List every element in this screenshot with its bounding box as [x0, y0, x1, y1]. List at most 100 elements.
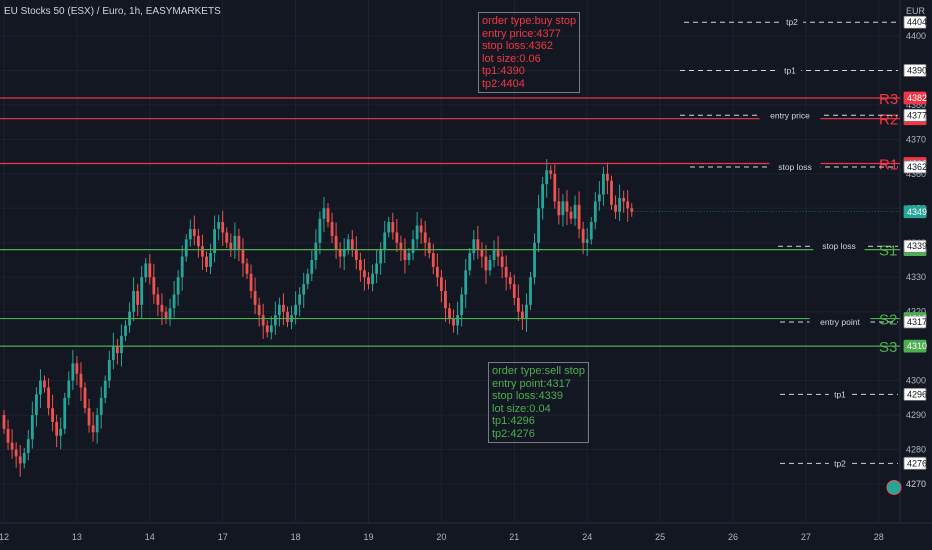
candle-body: [500, 256, 504, 267]
target-price-tag-bg: [903, 239, 927, 253]
buy-line: order type:buy stop: [482, 15, 577, 27]
sell-line: order type:sell stop: [492, 365, 585, 377]
candle-body: [217, 222, 221, 229]
y-tick-label: 4320: [906, 307, 926, 317]
target-label: entry point: [820, 317, 860, 327]
candle-body: [172, 294, 176, 309]
candle-body: [168, 308, 172, 319]
target-price-tag: 4377: [903, 108, 927, 122]
y-tick-label: 4270: [906, 479, 926, 489]
candle-body: [229, 242, 233, 250]
candle-body: [107, 359, 111, 381]
target-price-tag-bg: [903, 15, 927, 29]
candle-body: [59, 428, 63, 436]
candle-body: [237, 235, 241, 250]
candle-body: [221, 222, 225, 233]
buy-line: entry price:4377: [482, 27, 561, 40]
target-price-tag-text: 4276: [907, 458, 927, 468]
resistance-price-tag: 4382: [903, 91, 927, 105]
x-tick-label: 12: [0, 532, 9, 542]
candle-body: [294, 304, 297, 316]
candle-body: [391, 222, 395, 233]
candle-body: [593, 201, 597, 223]
current-price-tag: 4349: [903, 205, 927, 219]
candle-body: [261, 315, 265, 326]
candle-body: [2, 415, 6, 429]
symbol-title: EU Stocks 50 (ESX) / Euro, 1h, EASYMARKE…: [4, 6, 221, 17]
candle-body: [225, 232, 229, 243]
candle-body: [512, 284, 516, 298]
y-tick-label: 4400: [906, 31, 926, 41]
candle-body: [152, 277, 156, 295]
candle-body: [99, 397, 103, 416]
y-tick-label: 4290: [906, 410, 926, 420]
candle-body: [314, 242, 318, 260]
candle-body: [444, 291, 447, 309]
candle-body: [464, 270, 468, 295]
sell-line: stop loss:4339: [492, 390, 563, 402]
candle-body: [205, 256, 208, 267]
candle-body: [492, 249, 496, 260]
candle-body: [26, 439, 30, 453]
target-price-tag-bg: [903, 64, 927, 77]
candle-body: [460, 294, 464, 316]
candle-body: [371, 273, 374, 285]
candle-body: [597, 194, 601, 202]
target-price-tag-text: 4296: [907, 389, 927, 399]
candle-body: [407, 253, 411, 260]
candle-body: [448, 308, 451, 319]
candle-body: [488, 260, 492, 271]
candle-body: [529, 277, 532, 305]
candle-body: [585, 239, 589, 243]
candle-body: [318, 218, 322, 243]
candle-body: [144, 263, 148, 278]
target-price-tag-bg: [903, 160, 927, 174]
candle-body: [136, 291, 140, 305]
target-price-tag-text: 4317: [907, 317, 927, 327]
candle-body: [622, 197, 626, 202]
x-tick-label: 19: [363, 532, 373, 542]
candle-body: [164, 311, 168, 319]
candle-body: [346, 239, 350, 250]
candle-body: [116, 346, 119, 354]
candle-body: [395, 232, 399, 243]
target-price-tag-text: 4377: [907, 110, 927, 120]
candle-body: [379, 249, 383, 264]
candle-body: [35, 394, 38, 416]
candle-body: [176, 277, 180, 295]
resistance-label: R2: [879, 112, 898, 129]
candle-body: [265, 325, 269, 333]
x-tick-label: 20: [436, 532, 446, 542]
candle-body: [249, 273, 253, 292]
sell-line: lot size:0.04: [492, 402, 551, 415]
candle-body: [468, 253, 472, 271]
target-label-bg: [769, 161, 821, 172]
candle-body: [411, 239, 415, 254]
candle-body: [75, 363, 79, 374]
candle-body: [618, 197, 621, 212]
candle-body: [188, 228, 192, 240]
candle-body: [22, 452, 26, 464]
candle-body: [103, 380, 107, 398]
candle-body: [354, 249, 358, 260]
target-label: tp1: [834, 389, 846, 399]
y-tick-label: 4380: [906, 100, 926, 110]
support-price-tag-text: 4310: [907, 341, 927, 351]
sell-line: entry point:4317: [492, 377, 571, 390]
target-label-bg: [828, 458, 852, 469]
x-tick-label: 27: [801, 532, 811, 542]
candle-body: [342, 249, 346, 257]
target-price-tag: 4362: [903, 160, 927, 174]
candle-body: [257, 304, 261, 316]
candle-body: [516, 297, 520, 312]
candle-body: [180, 256, 184, 278]
x-tick-label: 21: [509, 532, 519, 542]
candle-body: [63, 397, 67, 429]
candle-body: [43, 380, 46, 388]
candle-body: [602, 173, 605, 195]
support-label: S1: [879, 243, 897, 260]
candle-body: [452, 318, 455, 326]
target-label-bg: [809, 317, 871, 328]
